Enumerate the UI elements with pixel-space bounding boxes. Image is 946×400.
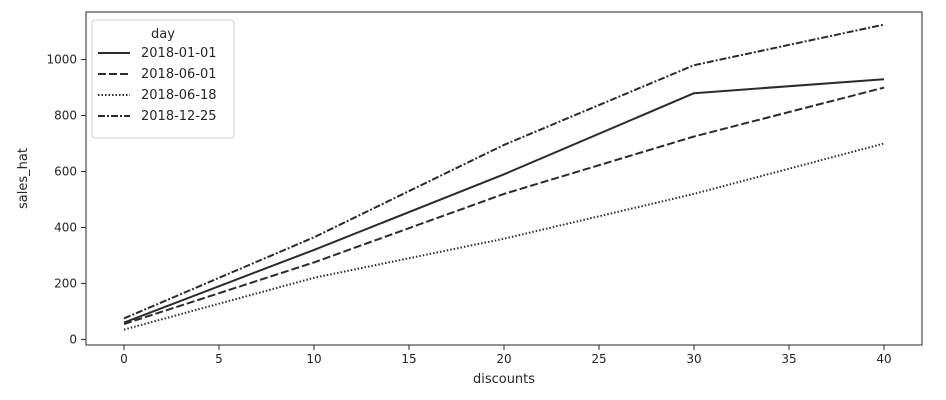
y-axis: 0 200 400 600 800 1000	[46, 53, 86, 346]
legend-label: 2018-01-01	[141, 46, 217, 61]
y-tick-label: 400	[54, 220, 77, 234]
x-tick-label: 5	[215, 352, 223, 366]
y-tick-label: 800	[54, 109, 77, 123]
x-tick-label: 40	[876, 352, 891, 366]
x-tick-label: 10	[306, 352, 321, 366]
series-lines	[123, 23, 885, 331]
y-tick-label: 1000	[46, 53, 77, 67]
x-axis: 0 5 10 15 20 25 30 35 40	[120, 345, 892, 366]
x-tick-label: 20	[496, 352, 511, 366]
x-tick-label: 0	[120, 352, 128, 366]
series-line-2018-06-18	[123, 142, 885, 331]
series-line-2018-06-01	[123, 86, 885, 325]
y-axis-label: sales_hat	[16, 148, 31, 209]
legend-title: day	[151, 27, 175, 42]
x-tick-label: 15	[401, 352, 416, 366]
legend: day 2018-01-01 2018-06-01 2018-06-18 2018-1…	[91, 19, 235, 139]
series-line-2018-12-25	[123, 23, 885, 320]
series-line-2018-01-01	[123, 78, 885, 324]
legend-label: 2018-06-01	[141, 67, 217, 82]
legend-label: 2018-06-18	[141, 88, 217, 103]
x-tick-label: 30	[686, 352, 701, 366]
y-tick-label: 600	[54, 165, 77, 179]
x-axis-label: discounts	[473, 372, 535, 387]
legend-label: 2018-12-25	[141, 109, 217, 124]
x-tick-label: 35	[781, 352, 796, 366]
y-tick-label: 200	[54, 276, 77, 290]
x-tick-label: 25	[591, 352, 606, 366]
y-tick-label: 0	[69, 332, 77, 346]
legend-box	[91, 19, 235, 139]
